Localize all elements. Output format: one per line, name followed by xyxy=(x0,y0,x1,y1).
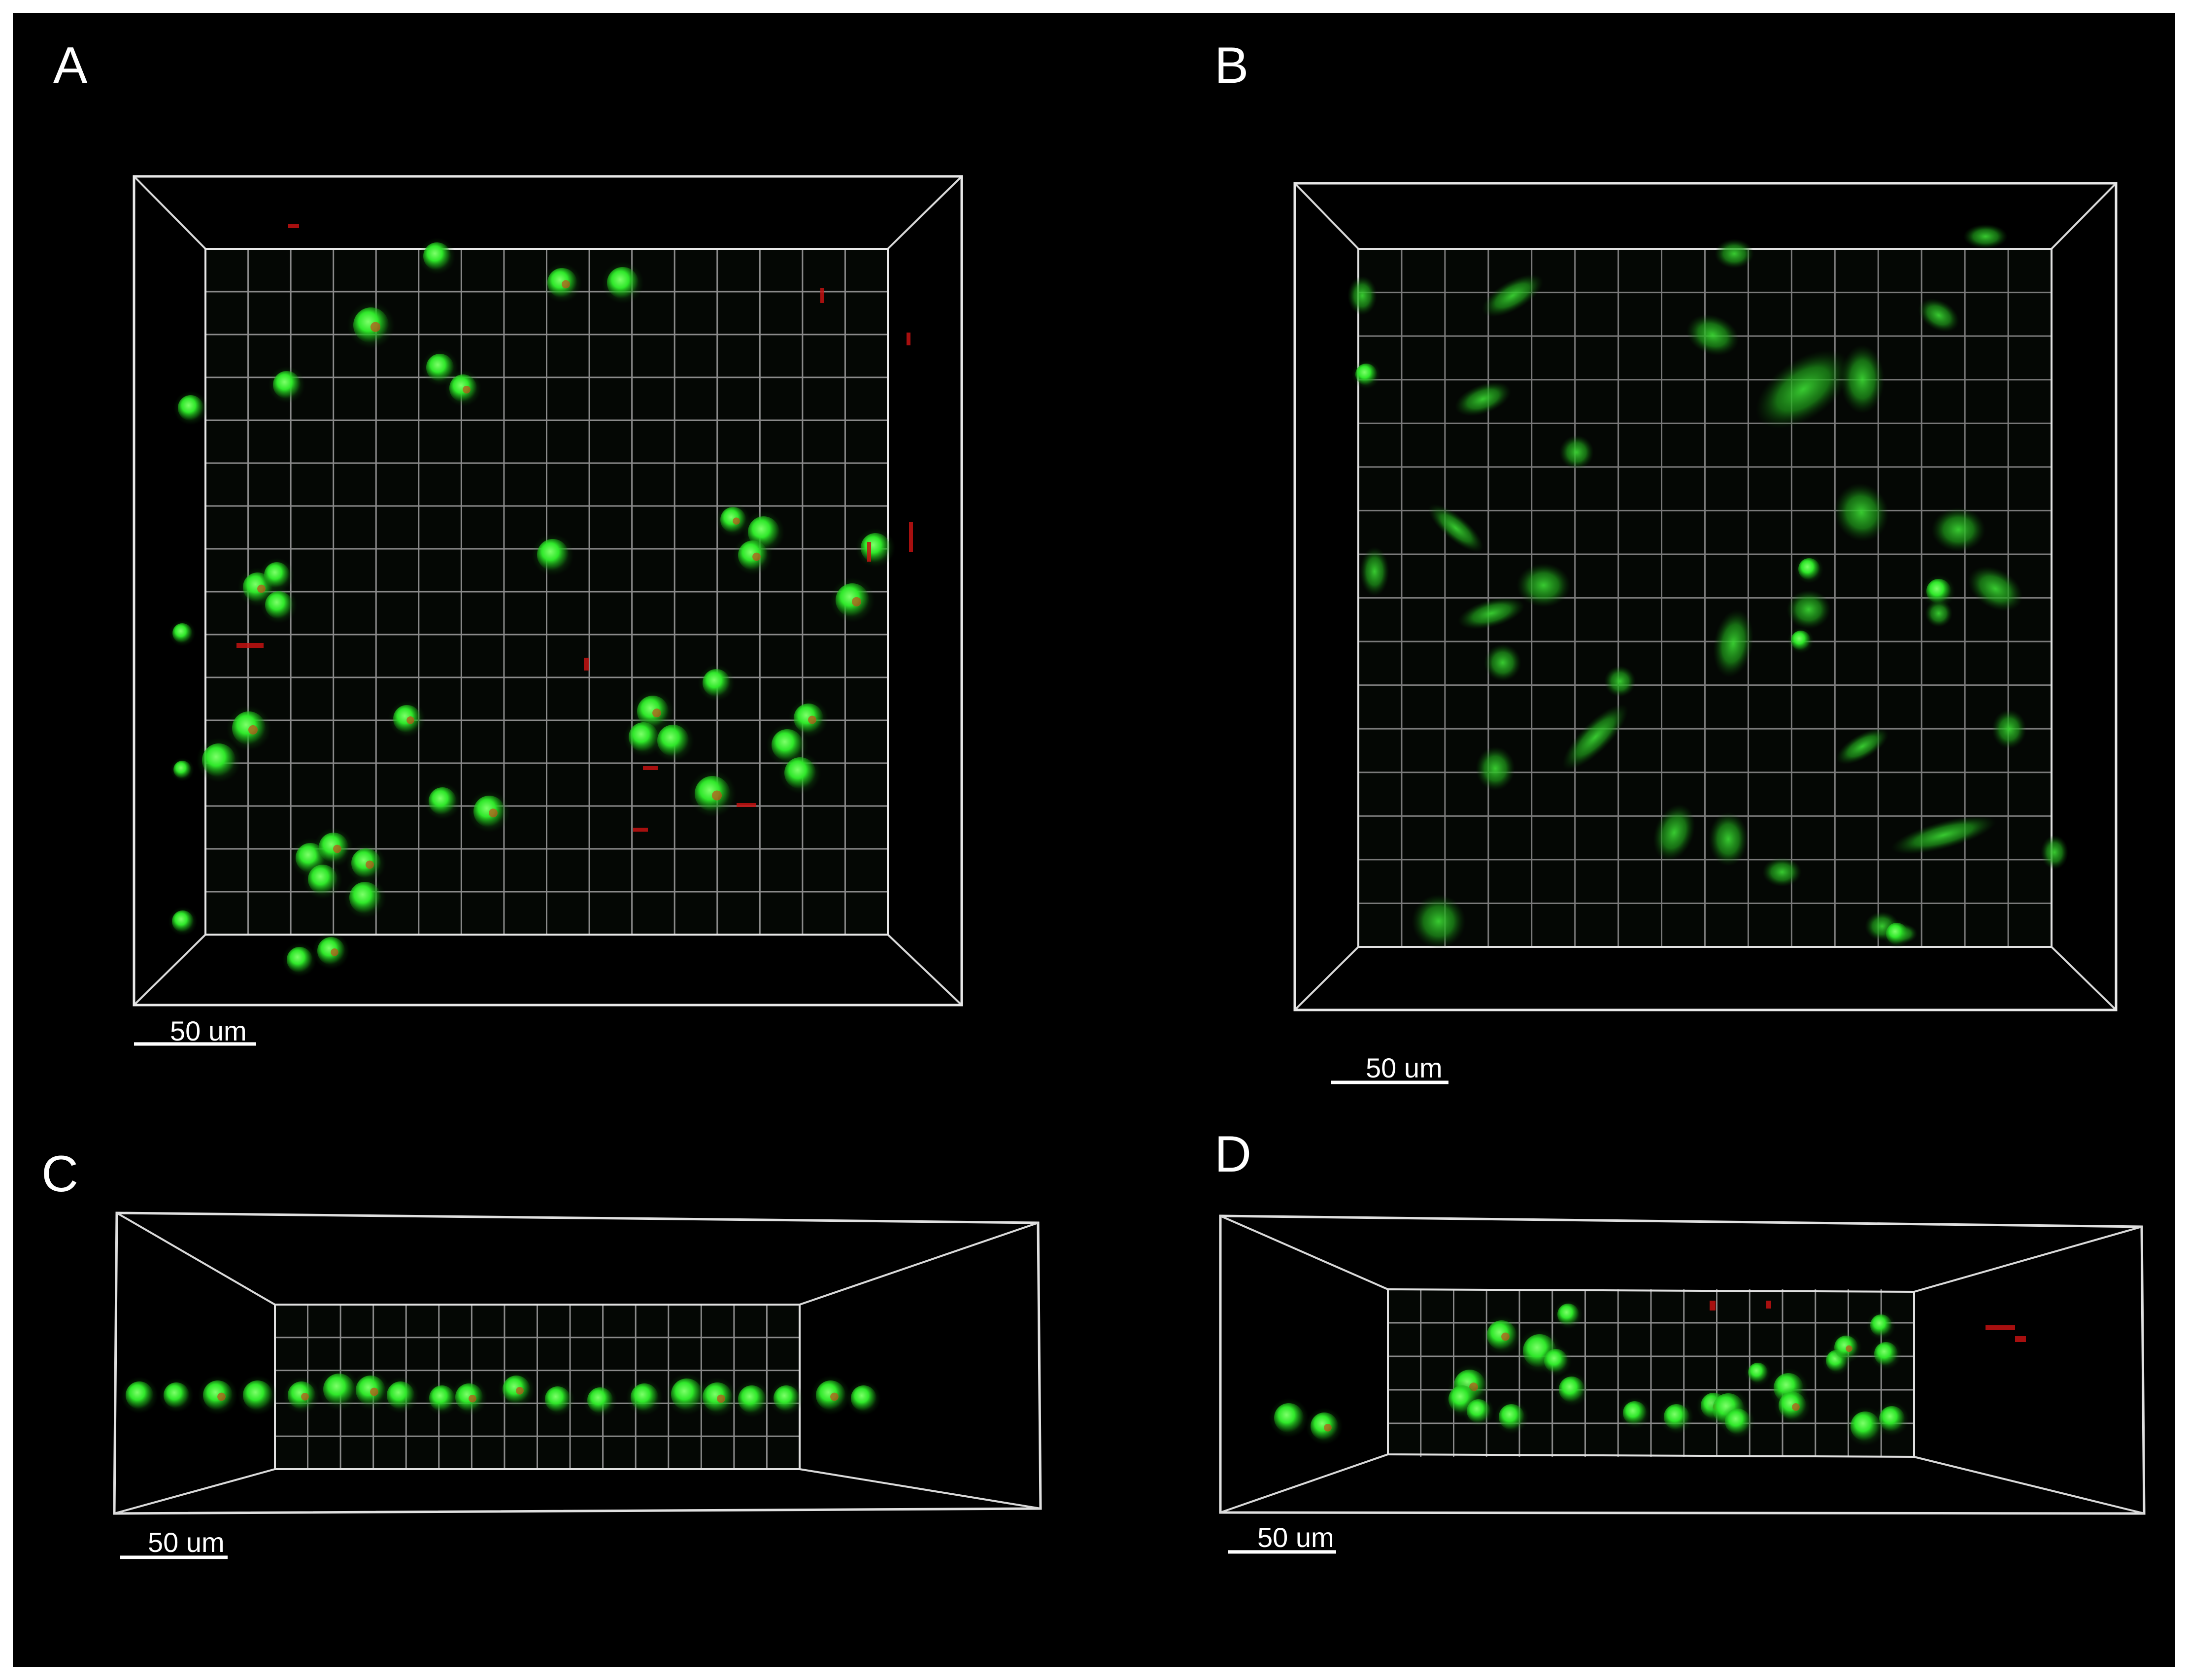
panel-a-grid xyxy=(205,249,888,935)
panel-a: A 50 um xyxy=(53,37,963,1046)
panel-d-cells xyxy=(1269,1300,2026,1446)
panel-b-scale-label: 50 um xyxy=(1366,1052,1443,1083)
panel-letter-c: C xyxy=(41,1145,78,1203)
panel-c: C 50 um xyxy=(41,1145,1042,1559)
panel-c-cells xyxy=(121,1368,881,1418)
panel-b-box xyxy=(1293,182,2118,1011)
panel-letter-a: A xyxy=(53,37,88,94)
panel-a-cells xyxy=(168,224,913,977)
panel-letter-d: D xyxy=(1214,1126,1251,1183)
panel-a-scale-label: 50 um xyxy=(170,1015,247,1046)
panel-letter-b: B xyxy=(1214,37,1248,94)
panel-d: D 50 um xyxy=(1214,1126,2146,1554)
panel-d-scale-label: 50 um xyxy=(1257,1522,1334,1553)
panel-b-cells xyxy=(1347,224,2068,948)
panel-c-scale-label: 50 um xyxy=(148,1527,225,1558)
panel-b: B 50 um xyxy=(1214,37,2118,1084)
panel-a-box xyxy=(133,175,963,1007)
